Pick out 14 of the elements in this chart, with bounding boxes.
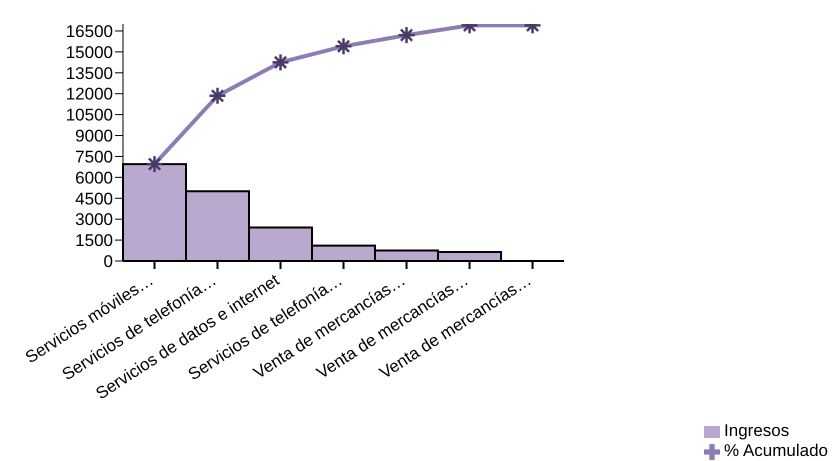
y-tick-label: 6000 (75, 168, 113, 188)
legend-label: Ingresos (724, 421, 790, 440)
y-tick-label: 9000 (75, 126, 113, 146)
legend-label: % Acumulado (724, 441, 828, 460)
y-tick-label: 0 (104, 252, 113, 272)
y-tick-label: 4500 (75, 189, 113, 208)
y-tick-label: 3000 (75, 210, 113, 230)
y-tick-label: 1500 (75, 231, 113, 250)
y-tick-label: 16500 (66, 22, 113, 42)
y-tick-label: 7500 (75, 147, 113, 166)
y-tick-label: 10500 (66, 106, 113, 125)
y-tick-label: 13500 (66, 64, 113, 83)
y-tick-label: 15000 (66, 42, 113, 62)
y-tick-label: 12000 (66, 84, 113, 104)
